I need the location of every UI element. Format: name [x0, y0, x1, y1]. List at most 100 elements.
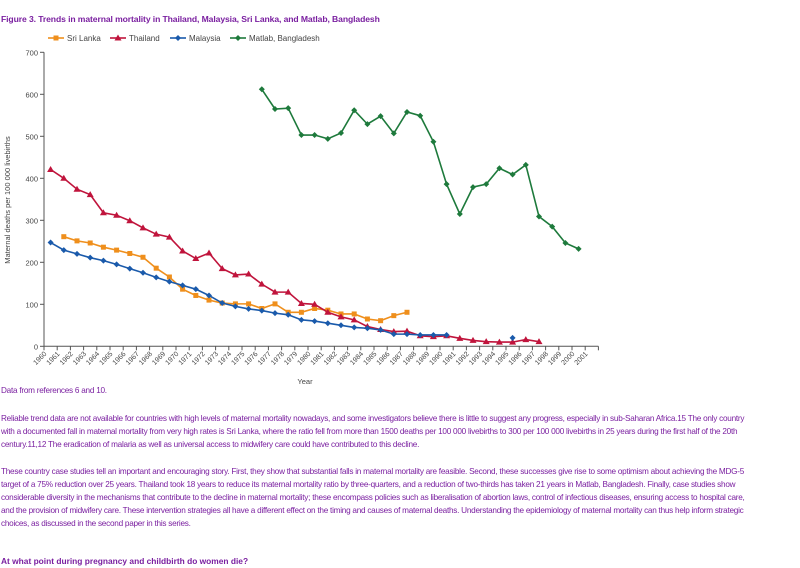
- data-point: [139, 224, 147, 231]
- data-point: [87, 240, 93, 246]
- data-point: [443, 331, 450, 338]
- legend-label: Thailand: [129, 34, 160, 43]
- paragraph-2: These country case studies tell an impor…: [1, 465, 745, 530]
- data-point: [100, 257, 107, 264]
- data-point: [298, 309, 304, 315]
- paragraph-line: These country case studies tell an impor…: [1, 467, 745, 476]
- legend-marker: [175, 35, 181, 41]
- section-heading: At what point during pregnancy and child…: [1, 556, 249, 566]
- data-point: [179, 247, 187, 254]
- data-point: [218, 265, 226, 272]
- x-tick-label: 1978: [270, 351, 286, 367]
- y-tick-label: 100: [25, 300, 38, 309]
- data-point: [100, 244, 106, 250]
- x-tick-label: 1975: [230, 351, 246, 367]
- data-point: [522, 336, 530, 343]
- data-point: [535, 338, 543, 345]
- x-tick-label: 1960: [32, 351, 48, 367]
- x-tick-label: 1990: [428, 351, 444, 367]
- paragraph-line: Reliable trend data are not available fo…: [1, 414, 745, 423]
- data-point: [311, 132, 318, 139]
- x-tick-label: 1974: [217, 351, 233, 367]
- data-point: [285, 311, 292, 318]
- data-point: [258, 86, 265, 93]
- data-point: [153, 265, 159, 271]
- series-matlab-bangladesh: [258, 86, 582, 252]
- x-tick-label: 1994: [481, 351, 497, 367]
- x-tick-label: 1972: [191, 351, 207, 367]
- series-line: [50, 241, 447, 336]
- y-tick-label: 300: [25, 216, 38, 225]
- x-tick-label: 1995: [494, 351, 510, 367]
- x-tick-label: 1976: [244, 351, 260, 367]
- legend-item: Thailand: [110, 34, 160, 43]
- data-point: [113, 261, 120, 268]
- data-point: [378, 318, 384, 324]
- data-point: [456, 334, 464, 341]
- data-point: [351, 324, 358, 331]
- figure-title: Figure 3. Trends in maternal mortality i…: [1, 14, 380, 24]
- data-point: [364, 325, 371, 332]
- x-tick-label: 1983: [336, 351, 352, 367]
- data-point: [324, 135, 331, 142]
- legend-item: Sri Lanka: [48, 34, 101, 43]
- data-point: [47, 239, 54, 246]
- x-tick-label: 1984: [349, 351, 365, 367]
- data-point: [469, 336, 477, 343]
- data-point: [430, 138, 437, 145]
- data-point: [337, 313, 345, 320]
- data-point: [298, 132, 305, 139]
- data-point: [430, 331, 437, 338]
- data-point: [126, 217, 134, 224]
- data-point: [47, 165, 55, 172]
- y-tick-label: 600: [25, 90, 38, 99]
- legend-label: Sri Lanka: [67, 34, 101, 43]
- y-tick-label: 0: [34, 342, 38, 351]
- x-tick-label: 1967: [125, 351, 141, 367]
- data-point: [193, 292, 199, 298]
- data-point: [391, 313, 397, 319]
- x-tick-label: 1991: [442, 351, 458, 367]
- data-point: [86, 191, 94, 198]
- data-point: [231, 271, 239, 278]
- data-point: [311, 300, 319, 307]
- legend-item: Malaysia: [170, 34, 221, 43]
- data-point: [245, 305, 252, 312]
- data-point: [74, 238, 80, 244]
- data-point: [377, 326, 384, 333]
- data-point: [536, 213, 542, 220]
- data-point: [390, 130, 397, 137]
- legend-label: Malaysia: [189, 34, 221, 43]
- data-point: [219, 300, 226, 307]
- x-tick-label: 1992: [455, 351, 471, 367]
- x-tick-label: 2001: [574, 351, 590, 367]
- data-point: [114, 247, 120, 253]
- data-point: [153, 274, 160, 281]
- data-point: [509, 334, 516, 341]
- data-point: [417, 112, 424, 119]
- data-point: [549, 223, 556, 230]
- x-tick-label: 1961: [46, 351, 62, 367]
- series-line: [50, 168, 540, 343]
- data-point: [285, 105, 292, 112]
- y-tick-label: 200: [25, 258, 38, 267]
- data-point: [390, 331, 397, 338]
- paragraph-line: century.11,12 The eradication of malaria…: [1, 440, 420, 449]
- data-point: [99, 209, 107, 216]
- data-point: [258, 307, 265, 314]
- x-tick-label: 1987: [389, 351, 405, 367]
- data-point: [350, 316, 358, 323]
- data-point: [351, 107, 358, 114]
- data-point: [403, 327, 411, 334]
- data-point: [74, 250, 80, 257]
- x-tick-label: 1968: [138, 351, 154, 367]
- x-tick-label: 1998: [534, 351, 550, 367]
- data-point: [470, 184, 476, 191]
- data-point: [496, 165, 503, 172]
- data-point: [205, 249, 213, 256]
- paragraph-line: target of a 75% reduction over 25 years.…: [1, 480, 736, 489]
- x-tick-label: 1971: [178, 351, 194, 367]
- x-tick-label: 1966: [112, 351, 128, 367]
- x-tick-label: 1993: [468, 351, 484, 367]
- x-tick-label: 1962: [59, 351, 75, 367]
